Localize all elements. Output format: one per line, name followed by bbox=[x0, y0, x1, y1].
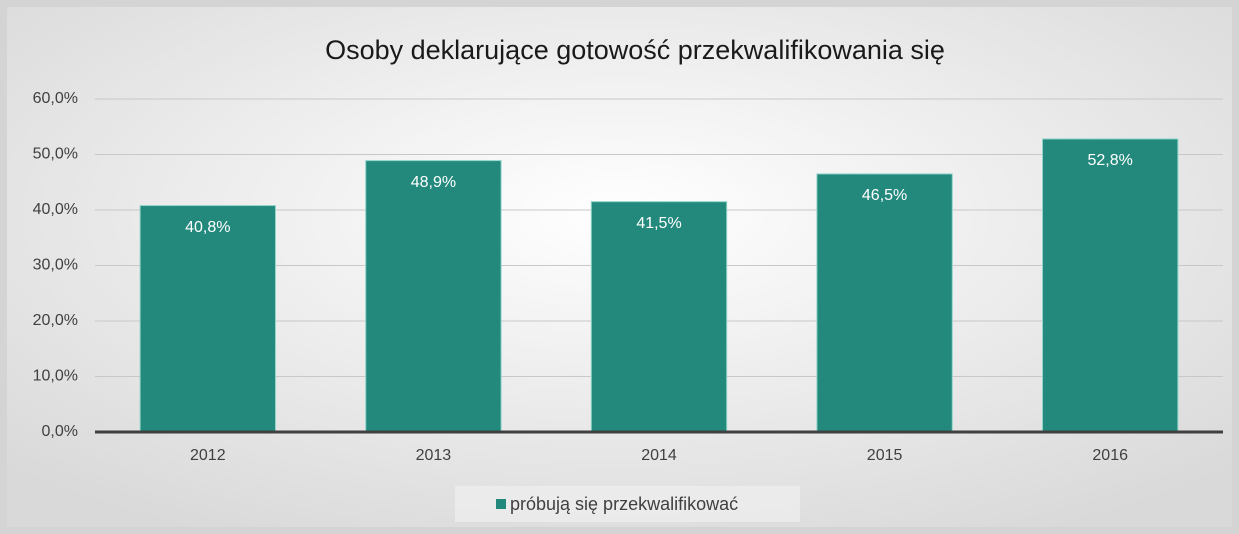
y-tick-label: 20,0% bbox=[33, 312, 78, 329]
bar bbox=[365, 160, 502, 433]
x-tick-label: 2016 bbox=[1092, 447, 1128, 464]
legend-swatch bbox=[496, 499, 506, 509]
data-label: 41,5% bbox=[636, 215, 681, 232]
y-tick-label: 40,0% bbox=[33, 201, 78, 218]
bar bbox=[1042, 138, 1179, 433]
legend-box bbox=[455, 486, 800, 522]
x-tick-label: 2012 bbox=[190, 447, 226, 464]
data-label: 52,8% bbox=[1088, 152, 1133, 169]
y-tick-label: 30,0% bbox=[33, 257, 78, 274]
data-label: 46,5% bbox=[862, 187, 907, 204]
bar bbox=[139, 205, 276, 433]
x-tick-label: 2015 bbox=[867, 447, 903, 464]
chart-title: Osoby deklarujące gotowość przekwalifiko… bbox=[325, 35, 945, 65]
y-tick-label: 60,0% bbox=[33, 90, 78, 107]
data-label: 40,8% bbox=[185, 219, 230, 236]
y-tick-label: 10,0% bbox=[33, 368, 78, 385]
y-tick-label: 0,0% bbox=[42, 423, 78, 440]
bar bbox=[816, 173, 953, 433]
y-tick-label: 50,0% bbox=[33, 146, 78, 163]
x-tick-label: 2014 bbox=[641, 447, 677, 464]
bar bbox=[590, 201, 728, 433]
x-tick-label: 2013 bbox=[416, 447, 452, 464]
data-label: 48,9% bbox=[411, 174, 456, 191]
legend-label: próbują się przekwalifikować bbox=[510, 494, 738, 514]
